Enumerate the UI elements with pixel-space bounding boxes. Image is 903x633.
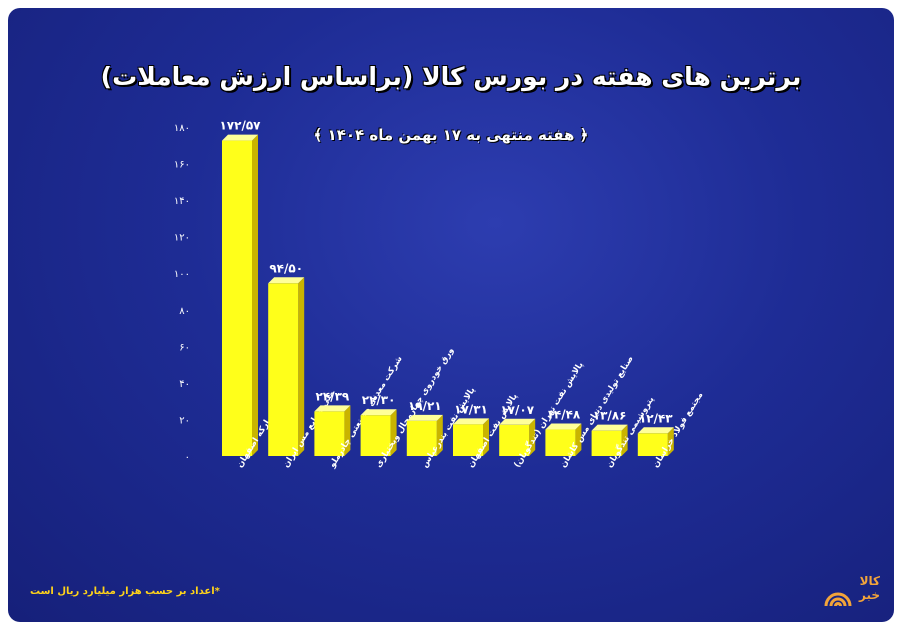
- bar-top: [314, 405, 351, 412]
- bar-value-label: ۱۷/۳۱: [454, 402, 488, 416]
- logo-icon: [824, 592, 852, 607]
- bar-side: [390, 409, 397, 456]
- bar-top: [222, 134, 258, 141]
- bar-value-label: ۱۷/۰۷: [500, 403, 534, 417]
- bar-top: [268, 277, 305, 284]
- bar-top: [545, 423, 582, 430]
- bar: [268, 283, 299, 456]
- bar-side: [252, 134, 258, 456]
- bar: [545, 429, 576, 456]
- footnote: *اعداد بر حسب هزار میلیارد ریال است: [30, 586, 220, 597]
- bar: [499, 424, 530, 456]
- logo-text: کالا خبر: [858, 574, 880, 602]
- y-tick-label: ۸۰: [179, 306, 190, 317]
- bar: [360, 415, 391, 456]
- bar-side: [436, 414, 443, 456]
- y-tick-label: ۱۸۰: [174, 123, 190, 134]
- bar: [637, 433, 668, 456]
- bar-side: [667, 427, 674, 456]
- bar-side: [344, 405, 351, 456]
- chart-subtitle: ﴿ هفته منتهی به ۱۷ بهمن ماه ۱۴۰۴ ﴾: [313, 126, 589, 144]
- y-tick-label: ۱۶۰: [174, 160, 190, 171]
- bar-value-label: ۱۲/۴۳: [639, 411, 673, 425]
- bar-value-label: ۲۲/۳۰: [362, 393, 396, 407]
- y-tick-label: ۶۰: [179, 342, 190, 353]
- bar: [314, 411, 345, 456]
- bar: [453, 424, 483, 456]
- bar-value-label: ۱۴/۴۸: [547, 408, 581, 422]
- y-tick-label: ۱۴۰: [174, 196, 190, 207]
- bar-value-label: ۹۴/۵۰: [269, 261, 303, 275]
- bar-top: [360, 409, 397, 416]
- y-tick-label: ۱۲۰: [174, 233, 190, 244]
- bar: [222, 140, 252, 456]
- bar-side: [298, 277, 305, 456]
- chart-title: برترین های هفته در بورس کالا (براساس ارز…: [100, 62, 802, 91]
- bar-side: [575, 423, 582, 456]
- bar-top: [406, 414, 443, 421]
- bar: [591, 430, 622, 456]
- bar-side: [529, 418, 536, 456]
- bar-side: [621, 424, 628, 456]
- bar-value-label: ۱۹/۲۱: [408, 399, 442, 413]
- y-tick-label: ۲۰: [179, 415, 190, 426]
- y-tick-label: ۰: [185, 452, 190, 463]
- bar-top: [591, 424, 628, 431]
- y-tick-label: ۴۰: [179, 379, 190, 390]
- chart-card: برترین های هفته در بورس کالا (براساس ارز…: [8, 8, 894, 622]
- bar-value-label: ۱۳/۸۶: [593, 409, 627, 423]
- bar-top: [499, 418, 536, 425]
- brand-logo: کالا خبر: [820, 572, 884, 612]
- bar-top: [453, 418, 489, 425]
- y-tick-label: ۱۰۰: [174, 269, 190, 280]
- bar-side: [483, 418, 489, 456]
- bar: [406, 420, 437, 456]
- bar-value-label: ۲۴/۳۹: [316, 389, 350, 403]
- bar-top: [637, 427, 674, 434]
- bar-value-label: ۱۷۲/۵۷: [219, 119, 261, 133]
